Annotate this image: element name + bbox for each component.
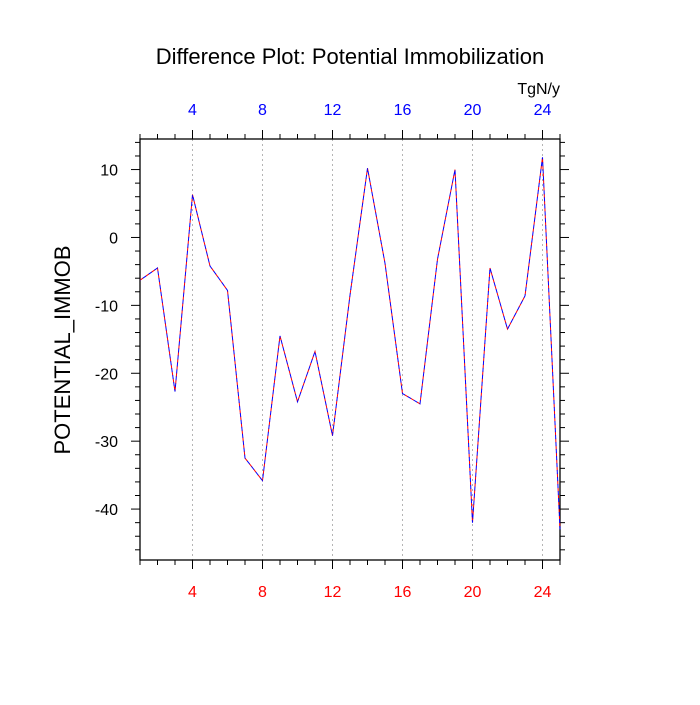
y-tick-label: -10 [95, 298, 118, 315]
series-layer [139, 157, 561, 530]
x-tick-label-top: 20 [464, 102, 482, 119]
grid-layer [192, 139, 543, 560]
x-tick-label-bottom: 8 [258, 584, 267, 601]
x-tick-label-bottom: 16 [394, 584, 412, 601]
chart-title: Difference Plot: Potential Immobilizatio… [156, 44, 544, 69]
y-tick-label: -30 [95, 434, 118, 451]
units-label: TgN/y [517, 81, 560, 98]
x-tick-label-bottom: 20 [464, 584, 482, 601]
series-line-blue [139, 157, 561, 530]
y-tick-label: -20 [95, 366, 118, 383]
y-tick-label: 0 [109, 230, 118, 247]
x-tick-label-bottom: 4 [188, 584, 197, 601]
x-tick-label-bottom: 12 [324, 584, 342, 601]
x-tick-label-top: 24 [534, 102, 552, 119]
plot-frame [139, 138, 561, 561]
y-axis-label: POTENTIAL_IMMOB [50, 245, 75, 454]
x-tick-label-top: 16 [394, 102, 412, 119]
x-tick-label-top: 4 [188, 102, 197, 119]
x-tick-label-top: 12 [324, 102, 342, 119]
x-tick-label-bottom: 24 [534, 584, 552, 601]
x-tick-label-top: 8 [258, 102, 267, 119]
y-tick-label: 10 [100, 163, 118, 180]
y-tick-label: -40 [95, 502, 118, 519]
series-line-red [139, 157, 561, 530]
axes-layer: 4 4 8 8 12 12 16 16 20 20 24 24 10 0 -10 -20 -30 -40 [95, 102, 569, 601]
